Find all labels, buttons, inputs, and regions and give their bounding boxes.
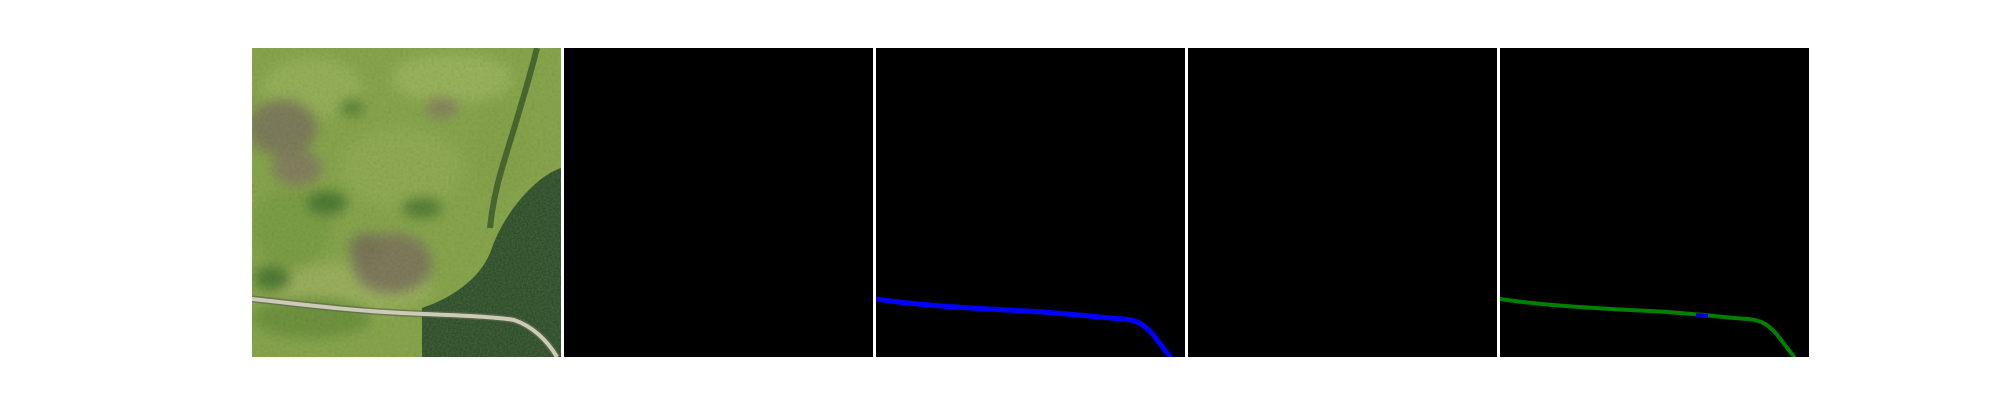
empty-mask: [1188, 48, 1497, 357]
empty-mask: [564, 48, 873, 357]
blue-road-line: [876, 296, 1173, 357]
satellite-image: [252, 48, 561, 357]
tree-line: [487, 48, 540, 229]
blue-road-mask: [876, 48, 1185, 357]
empty-mask-panel-1: [564, 48, 873, 357]
green-road-overlay: [1500, 48, 1809, 357]
blue-road-segment: [1695, 313, 1709, 318]
green-shrub-patches: [254, 100, 442, 290]
green-road-line: [1500, 297, 1796, 357]
brown-wetland-patches: [252, 98, 458, 293]
satellite-image-panel: [252, 48, 561, 357]
blue-road-mask-panel: [876, 48, 1185, 357]
green-road-overlay-panel: [1500, 48, 1809, 357]
empty-mask-panel-2: [1188, 48, 1497, 357]
road: [252, 297, 559, 357]
